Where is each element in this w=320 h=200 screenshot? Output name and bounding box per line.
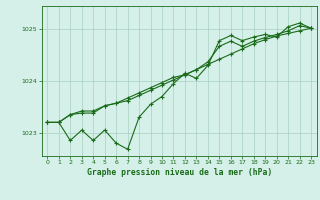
X-axis label: Graphe pression niveau de la mer (hPa): Graphe pression niveau de la mer (hPa) <box>87 168 272 177</box>
